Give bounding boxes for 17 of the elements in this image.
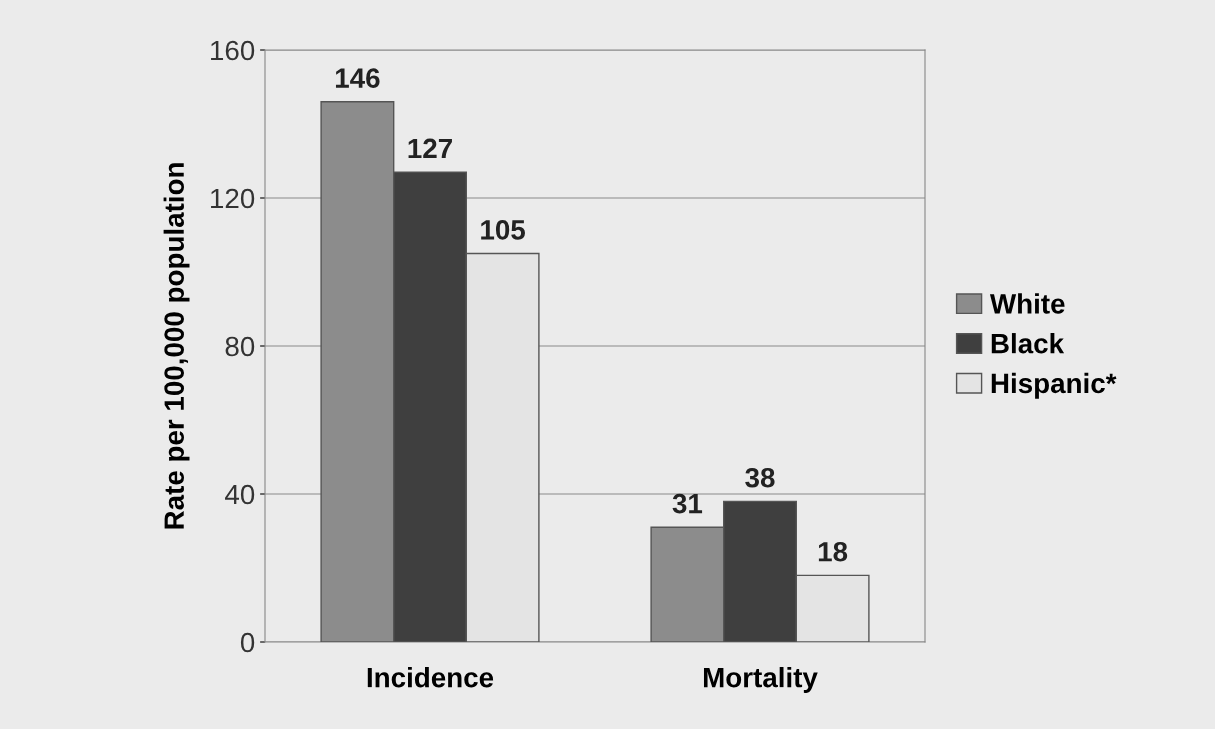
data-label: 146 bbox=[335, 68, 380, 88]
y-tick-label: 80 bbox=[225, 336, 255, 357]
legend-label: White bbox=[989, 293, 1065, 314]
data-label: 31 bbox=[672, 493, 703, 514]
y-tick-label: 40 bbox=[225, 484, 255, 505]
data-label: 18 bbox=[818, 541, 848, 562]
legend-label: Black bbox=[991, 333, 1065, 354]
data-label: 38 bbox=[745, 467, 775, 488]
y-tick-label: 0 bbox=[240, 632, 255, 653]
data-label: 105 bbox=[481, 220, 525, 240]
y-tick-label: 160 bbox=[211, 40, 255, 61]
y-tick-label: 120 bbox=[211, 188, 255, 209]
y-axis-title: Rate per 100,000 population bbox=[163, 163, 190, 529]
x-tick-label: Incidence bbox=[367, 667, 494, 688]
x-tick-label: Mortality bbox=[703, 667, 818, 693]
legend-label: Hispanic* bbox=[991, 372, 1117, 399]
data-label: 127 bbox=[408, 138, 452, 158]
